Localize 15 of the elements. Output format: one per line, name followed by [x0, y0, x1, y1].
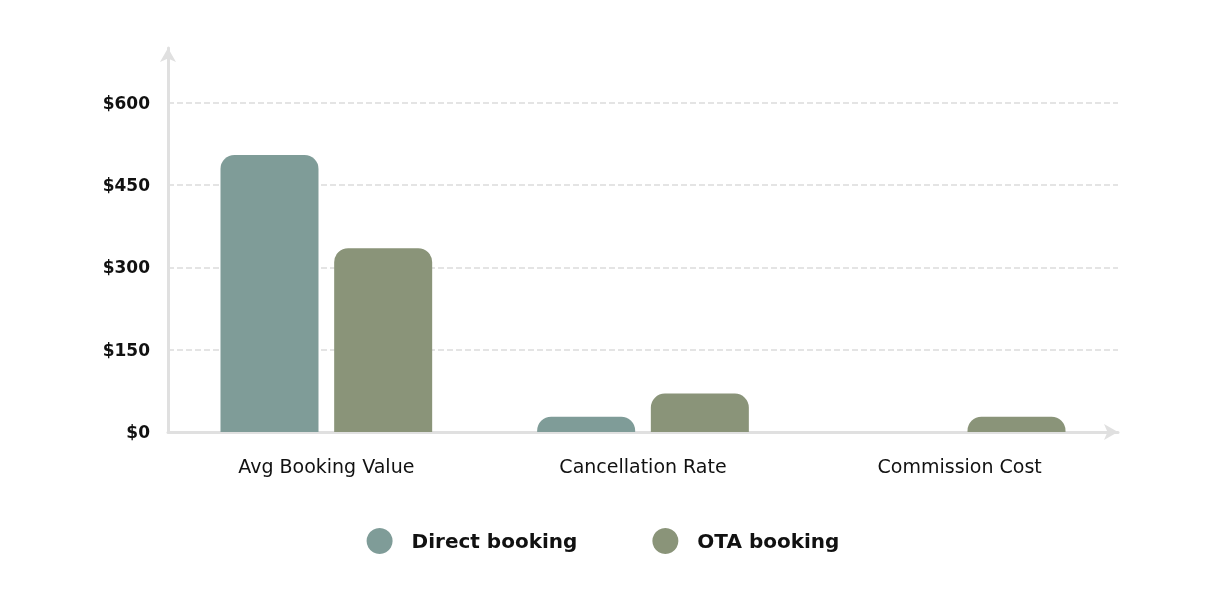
y-tick-label: $300: [102, 257, 151, 278]
legend-label: Direct booking: [411, 529, 578, 553]
bar: [650, 393, 749, 432]
legend-label: OTA booking: [697, 529, 840, 553]
bar: [334, 248, 433, 432]
y-tick-label: $600: [102, 92, 151, 113]
x-tick-label: Commission Cost: [877, 454, 1042, 477]
y-tick-label: $450: [102, 175, 151, 196]
y-tick-label: $0: [126, 422, 151, 442]
y-tick-label: $150: [102, 339, 151, 360]
bar: [967, 416, 1066, 432]
x-tick-label: Avg Booking Value: [238, 454, 415, 477]
bar: [220, 154, 319, 432]
bar: [537, 416, 636, 432]
x-tick-label: Cancellation Rate: [559, 454, 727, 477]
